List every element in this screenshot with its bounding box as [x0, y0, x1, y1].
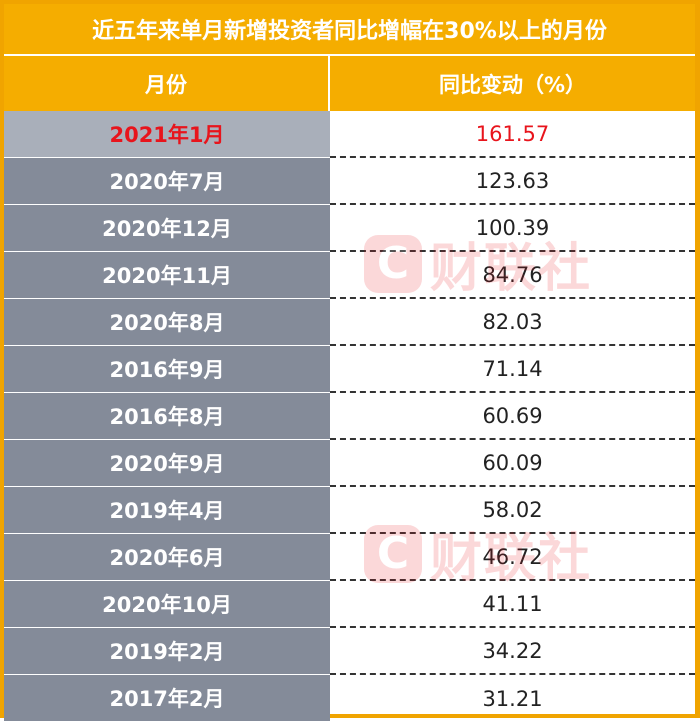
change-value-cell: 123.63: [330, 158, 695, 205]
change-value-cell: 161.57: [330, 111, 695, 158]
table-row: 2021年1月 161.57: [4, 111, 695, 158]
change-value-cell: 58.02: [330, 487, 695, 534]
month-cell: 2016年9月: [4, 346, 330, 393]
month-cell: 2019年2月: [4, 628, 330, 675]
change-value-cell: 34.22: [330, 628, 695, 675]
change-value-cell: 31.21: [482, 686, 543, 711]
change-value-cell: 41.11: [330, 581, 695, 628]
month-cell: 2020年6月: [4, 534, 330, 581]
month-cell: 2016年8月: [4, 393, 330, 440]
table-row: 2019年4月 58.02: [4, 487, 695, 534]
table-row: 2020年9月 60.09: [4, 440, 695, 487]
table-row: 2020年6月 46.72: [4, 534, 695, 581]
table-row: 2020年11月 84.76: [4, 252, 695, 299]
column-header-month: 月份: [4, 56, 330, 111]
change-value-cell: 60.69: [330, 393, 695, 440]
month-cell: 2020年8月: [4, 299, 330, 346]
change-value-cell: 71.14: [330, 346, 695, 393]
column-header-change: 同比变动（%）: [438, 72, 587, 97]
change-value-cell: 46.72: [330, 534, 695, 581]
change-value-cell: 84.76: [330, 252, 695, 299]
month-cell: 2020年11月: [4, 252, 330, 299]
table-row: 2020年12月 100.39: [4, 205, 695, 252]
table-row: 2020年7月 123.63: [4, 158, 695, 205]
change-value-cell: 82.03: [330, 299, 695, 346]
month-cell: 2020年7月: [4, 158, 330, 205]
table-row: 2016年8月 60.69: [4, 393, 695, 440]
change-value-cell: 60.09: [330, 440, 695, 487]
month-cell: 2019年4月: [4, 487, 330, 534]
month-cell: 2020年12月: [4, 205, 330, 252]
table-row: 2017年2月 31.21: [4, 675, 695, 722]
table-row: 2020年10月 41.11: [4, 581, 695, 628]
change-value-cell: 100.39: [330, 205, 695, 252]
month-cell: 2020年9月: [4, 440, 330, 487]
month-cell: 2020年10月: [4, 581, 330, 628]
table-body: 2021年1月 161.57 2020年7月 123.63 2020年12月 100.39…: [4, 111, 695, 722]
table-row: 2019年2月 34.22: [4, 628, 695, 675]
table-title: 近五年来单月新增投资者同比增幅在30%以上的月份: [4, 4, 695, 56]
table-row: 2020年8月 82.03: [4, 299, 695, 346]
table-row: 2016年9月 71.14: [4, 346, 695, 393]
month-cell: 2017年2月: [4, 675, 330, 722]
header-row: 月份 同比变动（%）: [4, 56, 695, 111]
month-cell: 2021年1月: [4, 111, 330, 158]
